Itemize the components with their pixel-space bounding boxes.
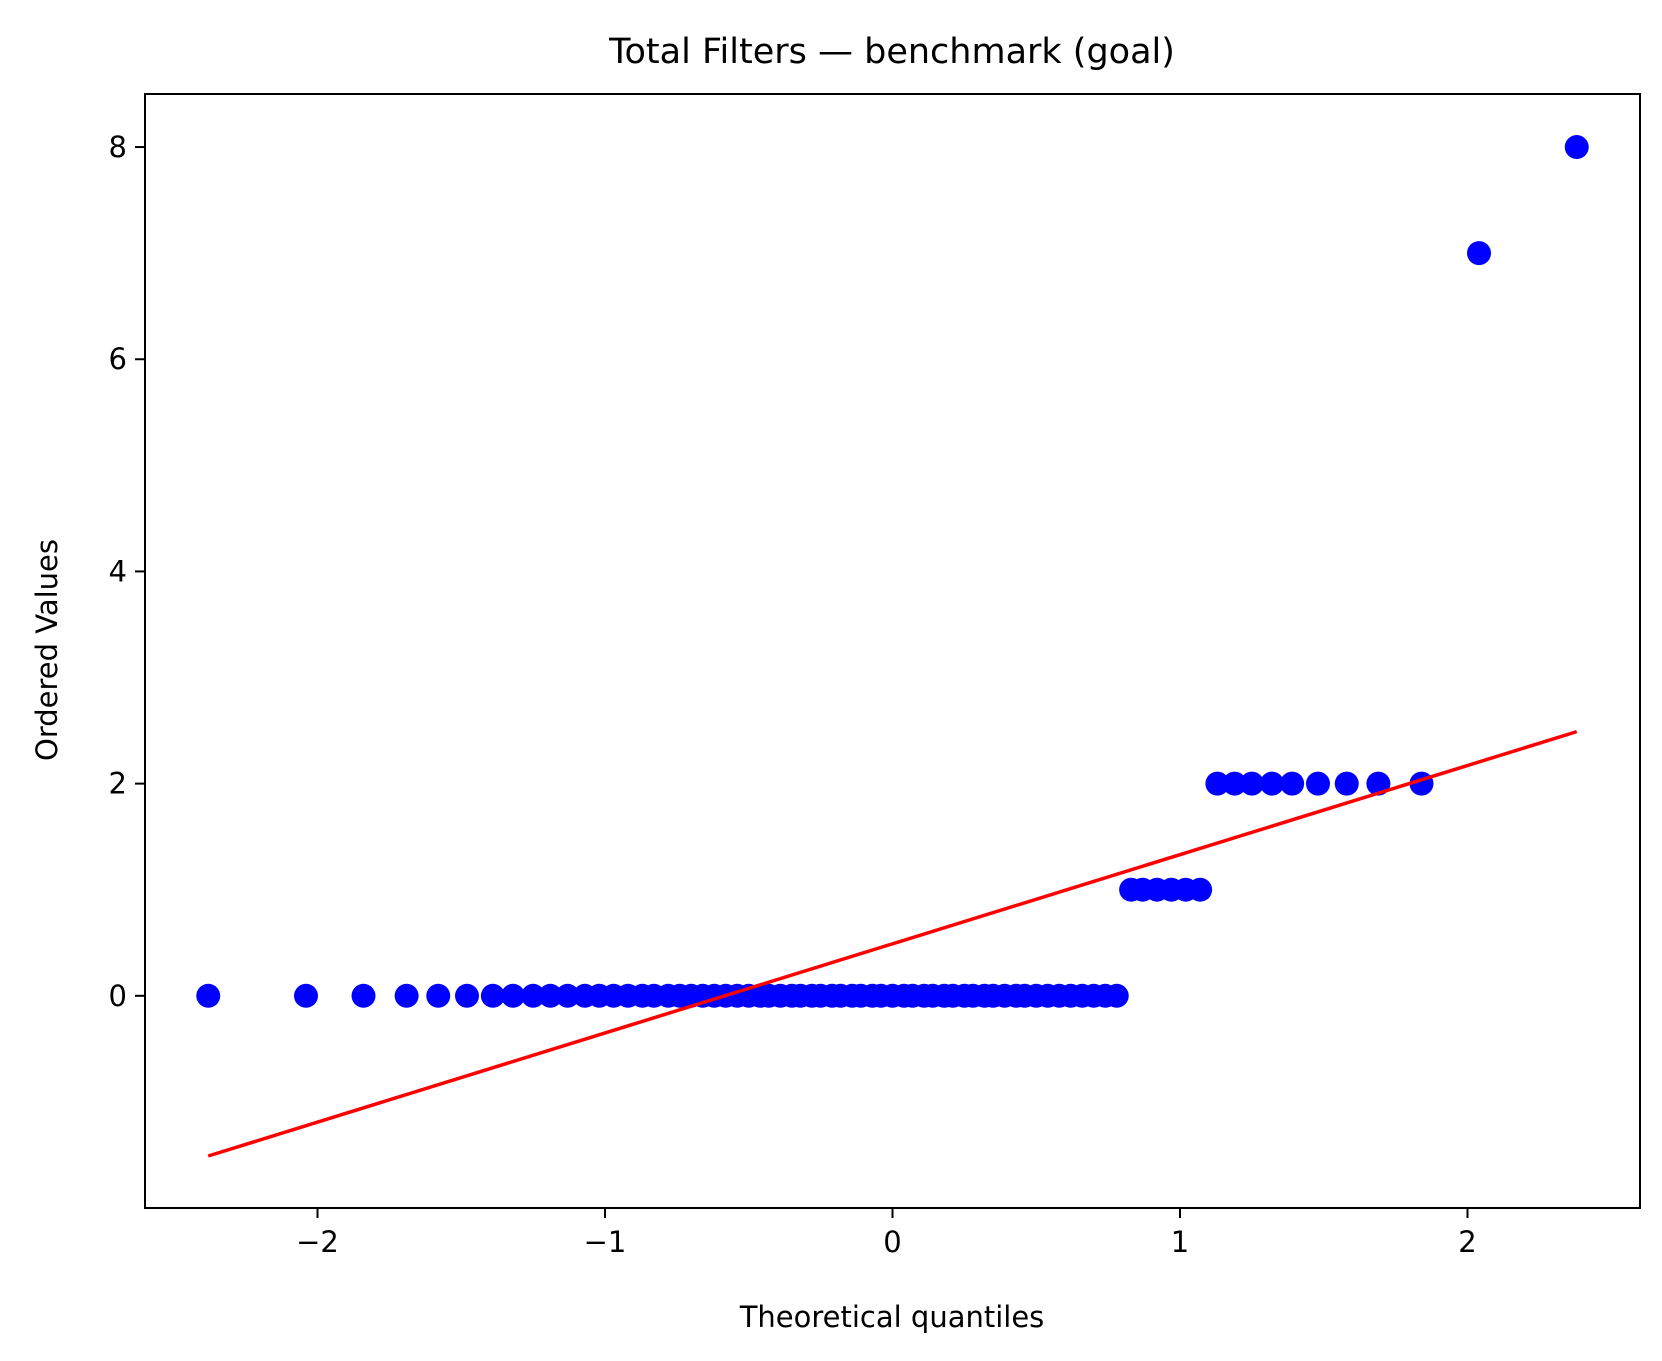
data-point	[1104, 983, 1129, 1008]
data-point	[1260, 771, 1284, 796]
data-point	[1334, 771, 1359, 796]
data-point	[1239, 771, 1264, 796]
data-point	[455, 983, 479, 1008]
y-axis-ticks: 0 2 4 6 8	[109, 130, 145, 1013]
y-tick-label: 2	[109, 767, 127, 801]
x-tick-label: −1	[584, 1225, 627, 1259]
data-point	[1280, 771, 1305, 796]
data-point	[480, 983, 505, 1008]
x-tick-label: 2	[1458, 1225, 1476, 1259]
data-point	[196, 983, 221, 1008]
x-axis-title: Theoretical quantiles	[739, 1300, 1045, 1334]
data-point	[294, 983, 318, 1008]
data-point	[1467, 241, 1491, 266]
data-point	[426, 983, 451, 1008]
x-axis-ticks: −2 −1 0 1 2	[296, 1208, 1477, 1259]
chart-title: Total Filters — benchmark (goal)	[608, 32, 1175, 72]
data-point	[394, 983, 419, 1008]
data-point	[1205, 771, 1230, 796]
data-point	[501, 983, 525, 1008]
data-point	[1564, 135, 1589, 160]
y-tick-label: 6	[109, 342, 127, 376]
y-tick-label: 4	[109, 554, 127, 588]
data-point	[555, 983, 580, 1008]
data-point	[1188, 877, 1213, 902]
y-tick-label: 8	[109, 130, 127, 164]
data-point	[1222, 771, 1247, 796]
data-point	[1306, 771, 1330, 796]
data-point	[521, 983, 546, 1008]
fit-line	[207, 729, 1578, 1158]
fit-line-layer	[207, 729, 1578, 1158]
y-tick-label: 0	[109, 979, 127, 1013]
x-tick-label: −2	[296, 1225, 339, 1259]
x-tick-label: 0	[883, 1225, 901, 1259]
data-point	[351, 983, 376, 1008]
data-point	[538, 983, 563, 1008]
x-tick-label: 1	[1171, 1225, 1189, 1259]
y-axis-title: Ordered Values	[30, 539, 64, 761]
